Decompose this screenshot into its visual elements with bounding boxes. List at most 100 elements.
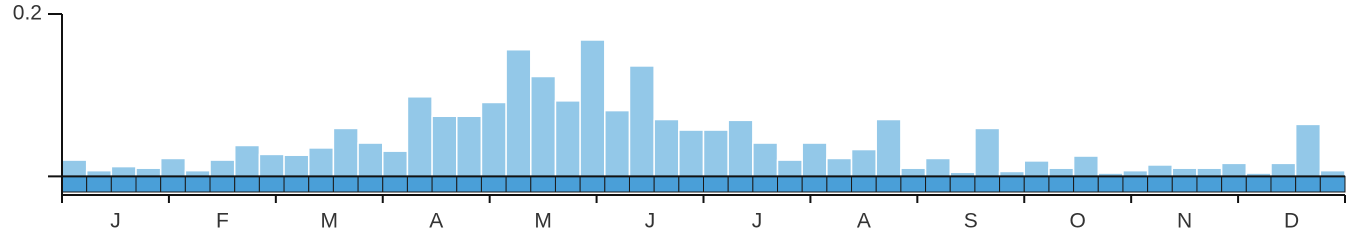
week-cell: [431, 175, 458, 193]
bar: [850, 148, 877, 178]
week-cell: [456, 175, 482, 193]
bar: [61, 159, 88, 178]
week-cell: [752, 175, 779, 193]
bar: [505, 48, 532, 178]
week-cell: [851, 175, 877, 193]
week-cell: [61, 175, 88, 193]
week-cell: [258, 175, 285, 193]
bar: [826, 157, 853, 178]
week-cell: [925, 175, 951, 193]
month-label: A: [857, 210, 871, 233]
bar: [135, 167, 162, 178]
week-cell: [801, 175, 828, 193]
bar: [875, 118, 902, 178]
bar: [159, 157, 187, 178]
week-cell: [1048, 175, 1075, 193]
week-cell: [777, 175, 803, 193]
week-cell: [332, 175, 359, 193]
bar: [702, 129, 729, 178]
week-cell: [160, 175, 186, 193]
week-cell: [1122, 175, 1149, 193]
month-label: J: [645, 210, 656, 233]
bar: [1220, 162, 1248, 178]
bar: [801, 142, 828, 178]
week-cell: [1023, 175, 1050, 193]
bar: [628, 65, 655, 178]
bar: [283, 154, 310, 178]
week-cell: [209, 175, 236, 193]
bar: [431, 115, 458, 178]
week-cell: [135, 175, 162, 193]
week-cell: [974, 175, 1001, 193]
week-cell: [1147, 175, 1173, 193]
month-label: O: [1070, 210, 1086, 233]
week-cell: [554, 175, 581, 193]
month-label: M: [534, 210, 552, 233]
bar: [357, 142, 384, 178]
week-cell: [628, 175, 655, 193]
bar: [900, 167, 927, 178]
week-cell: [1097, 175, 1124, 193]
week-cell: [678, 175, 704, 193]
month-label: D: [1284, 210, 1299, 233]
bar: [456, 115, 483, 178]
bar: [653, 118, 680, 178]
bar: [307, 147, 335, 178]
week-cell: [1270, 175, 1297, 193]
bar: [1048, 167, 1075, 178]
week-cell: [283, 175, 310, 193]
bar: [604, 109, 631, 178]
bar: [752, 142, 779, 178]
month-label: J: [110, 210, 121, 233]
week-cell: [382, 175, 408, 193]
bar: [924, 157, 951, 178]
bar: [110, 165, 137, 178]
week-cell: [949, 175, 976, 193]
bar: [1171, 167, 1198, 178]
bar: [776, 159, 803, 178]
month-label: M: [321, 210, 339, 233]
week-cell: [1319, 175, 1346, 193]
bar: [480, 101, 507, 178]
month-label: A: [429, 210, 443, 233]
week-cell: [604, 175, 630, 193]
week-cell: [703, 175, 729, 193]
week-cell: [480, 175, 507, 193]
bar: [1270, 162, 1297, 178]
week-cell: [1295, 175, 1321, 193]
month-label: S: [964, 210, 978, 233]
week-cell: [1171, 175, 1198, 193]
week-cell: [234, 175, 260, 193]
bar: [1196, 167, 1223, 178]
bar: [579, 39, 606, 178]
bar: [1023, 160, 1050, 178]
bar: [209, 159, 236, 178]
bar: [406, 96, 433, 178]
week-cell: [727, 175, 754, 193]
week-cell: [875, 175, 902, 193]
week-cell: [1245, 175, 1272, 193]
bar: [678, 129, 705, 178]
week-cell: [900, 175, 927, 193]
week-cell: [653, 175, 680, 193]
bar: [258, 153, 285, 178]
week-cell: [1073, 175, 1099, 193]
week-cell: [505, 175, 532, 193]
bar: [332, 127, 359, 178]
week-cell: [999, 175, 1025, 193]
week-cell: [86, 175, 112, 193]
week-cell: [406, 175, 433, 193]
bar: [727, 119, 754, 178]
bar: [382, 150, 409, 178]
week-cell: [308, 175, 334, 193]
month-label: J: [752, 210, 763, 233]
week-cell: [357, 175, 384, 193]
y-tick-label: 0.2: [13, 2, 42, 25]
bar: [554, 100, 581, 178]
bar: [1146, 164, 1174, 178]
bar: [233, 144, 261, 178]
bar: [1072, 155, 1100, 178]
bar: [530, 75, 557, 178]
